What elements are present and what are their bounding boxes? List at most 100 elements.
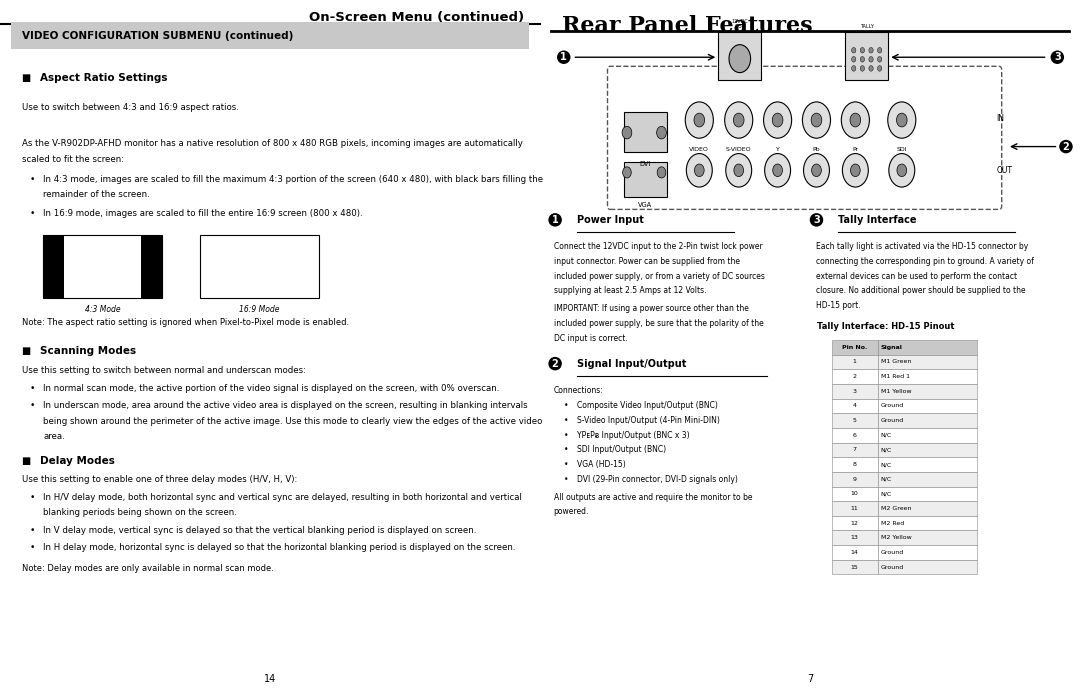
Circle shape (687, 154, 713, 187)
Text: 4:3 Mode: 4:3 Mode (85, 305, 120, 314)
Text: On-Screen Menu (continued): On-Screen Menu (continued) (309, 11, 524, 24)
Bar (832, 501, 877, 516)
Text: Note: The aspect ratio setting is ignored when Pixel-to-Pixel mode is enabled.: Note: The aspect ratio setting is ignore… (22, 318, 349, 327)
Bar (832, 340, 877, 355)
Circle shape (765, 154, 791, 187)
Text: 7: 7 (807, 674, 813, 684)
Text: 3: 3 (1054, 52, 1061, 62)
Text: M2 Red: M2 Red (881, 521, 904, 526)
Text: In 16:9 mode, images are scaled to fill the entire 16:9 screen (800 x 480).: In 16:9 mode, images are scaled to fill … (43, 209, 363, 218)
Bar (877, 413, 977, 428)
Circle shape (764, 102, 792, 138)
Circle shape (694, 113, 704, 127)
Circle shape (804, 154, 829, 187)
Text: Delay Modes: Delay Modes (41, 456, 116, 466)
Bar (624, 112, 667, 152)
Text: SDI: SDI (896, 147, 907, 151)
Text: •: • (30, 401, 35, 410)
Circle shape (889, 154, 915, 187)
Text: Ground: Ground (881, 403, 904, 408)
Text: YPᴇPᴃ Input/Output (BNC x 3): YPᴇPᴃ Input/Output (BNC x 3) (577, 431, 689, 440)
Circle shape (868, 57, 873, 62)
Text: OUT: OUT (996, 166, 1012, 174)
Text: M2 Green: M2 Green (881, 506, 912, 511)
Text: M2 Yellow: M2 Yellow (881, 535, 912, 540)
Bar (200, 235, 319, 298)
Bar (43, 235, 162, 298)
Text: Composite Video Input/Output (BNC): Composite Video Input/Output (BNC) (577, 401, 717, 410)
Text: external devices can be used to perform the contact: external devices can be used to perform … (816, 272, 1017, 281)
Text: In underscan mode, area around the active video area is displayed on the screen,: In underscan mode, area around the activ… (43, 401, 528, 410)
Bar (877, 428, 977, 443)
Circle shape (772, 164, 782, 177)
Text: Signal Input/Output: Signal Input/Output (577, 359, 686, 369)
Bar (832, 560, 877, 574)
Text: 7: 7 (852, 447, 856, 452)
Bar (718, 32, 761, 80)
Text: 9: 9 (852, 477, 856, 482)
Text: scaled to fit the screen:: scaled to fit the screen: (22, 155, 124, 164)
Text: M1 Yellow: M1 Yellow (881, 389, 912, 394)
Circle shape (657, 167, 665, 178)
Bar (877, 369, 977, 384)
Text: 10: 10 (851, 491, 859, 496)
Bar (832, 428, 877, 443)
Bar (877, 501, 977, 516)
Circle shape (725, 102, 753, 138)
Text: 13: 13 (851, 535, 859, 540)
Text: •: • (30, 384, 35, 393)
Text: supplying at least 2.5 Amps at 12 Volts.: supplying at least 2.5 Amps at 12 Volts. (554, 286, 706, 295)
Circle shape (878, 57, 882, 62)
Text: SDI Input/Output (BNC): SDI Input/Output (BNC) (577, 445, 666, 454)
Text: HD-15 port.: HD-15 port. (816, 301, 861, 310)
Text: 8: 8 (852, 462, 856, 467)
Text: In V delay mode, vertical sync is delayed so that the vertical blanking period i: In V delay mode, vertical sync is delaye… (43, 526, 476, 535)
Circle shape (852, 66, 855, 71)
Text: 3: 3 (852, 389, 856, 394)
Text: •: • (564, 431, 569, 440)
Text: Signal: Signal (881, 345, 903, 350)
Bar (832, 413, 877, 428)
Bar (877, 384, 977, 399)
Bar (832, 355, 877, 369)
Text: TALLY: TALLY (860, 24, 874, 29)
Text: closure. No additional power should be supplied to the: closure. No additional power should be s… (816, 286, 1026, 295)
Text: Tally Interface: Tally Interface (838, 215, 917, 225)
Text: ■: ■ (22, 456, 31, 466)
Text: VIDEO CONFIGURATION SUBMENU (continued): VIDEO CONFIGURATION SUBMENU (continued) (22, 31, 293, 40)
Circle shape (694, 164, 704, 177)
Text: •: • (564, 460, 569, 469)
Text: Y: Y (775, 147, 780, 151)
Text: N/C: N/C (881, 447, 892, 452)
Circle shape (861, 47, 864, 53)
Text: Use this setting to switch between normal and underscan modes:: Use this setting to switch between norma… (22, 366, 306, 376)
Text: In H delay mode, horizontal sync is delayed so that the horizontal blanking peri: In H delay mode, horizontal sync is dela… (43, 543, 516, 552)
Circle shape (622, 126, 632, 139)
Circle shape (852, 47, 855, 53)
Text: Aspect Ratio Settings: Aspect Ratio Settings (41, 73, 168, 83)
Bar (877, 487, 977, 501)
Circle shape (734, 164, 744, 177)
Text: 1: 1 (852, 359, 856, 364)
Text: 15: 15 (851, 565, 859, 570)
Circle shape (841, 102, 869, 138)
Text: In H/V delay mode, both horizontal sync and vertical sync are delayed, resulting: In H/V delay mode, both horizontal sync … (43, 493, 522, 502)
Bar (832, 443, 877, 457)
Text: 6: 6 (852, 433, 856, 438)
Text: VIDEO: VIDEO (689, 147, 710, 151)
Text: 4: 4 (852, 403, 856, 408)
Text: included power supply, be sure that the polarity of the: included power supply, be sure that the … (554, 319, 764, 328)
Circle shape (772, 113, 783, 127)
Text: M1 Red 1: M1 Red 1 (881, 374, 909, 379)
Text: Connect the 12VDC input to the 2-Pin twist lock power: Connect the 12VDC input to the 2-Pin twi… (554, 242, 762, 251)
Text: input connector. Power can be supplied from the: input connector. Power can be supplied f… (554, 257, 740, 266)
Circle shape (852, 57, 855, 62)
Text: Pb: Pb (812, 147, 821, 151)
Text: DVI (29-Pin connector, DVI-D signals only): DVI (29-Pin connector, DVI-D signals onl… (577, 475, 738, 484)
Text: ■: ■ (22, 346, 31, 355)
Bar (845, 32, 888, 80)
Bar (832, 472, 877, 487)
Text: •: • (30, 493, 35, 502)
Text: •: • (30, 174, 35, 184)
Text: S-VIDEO: S-VIDEO (726, 147, 752, 151)
